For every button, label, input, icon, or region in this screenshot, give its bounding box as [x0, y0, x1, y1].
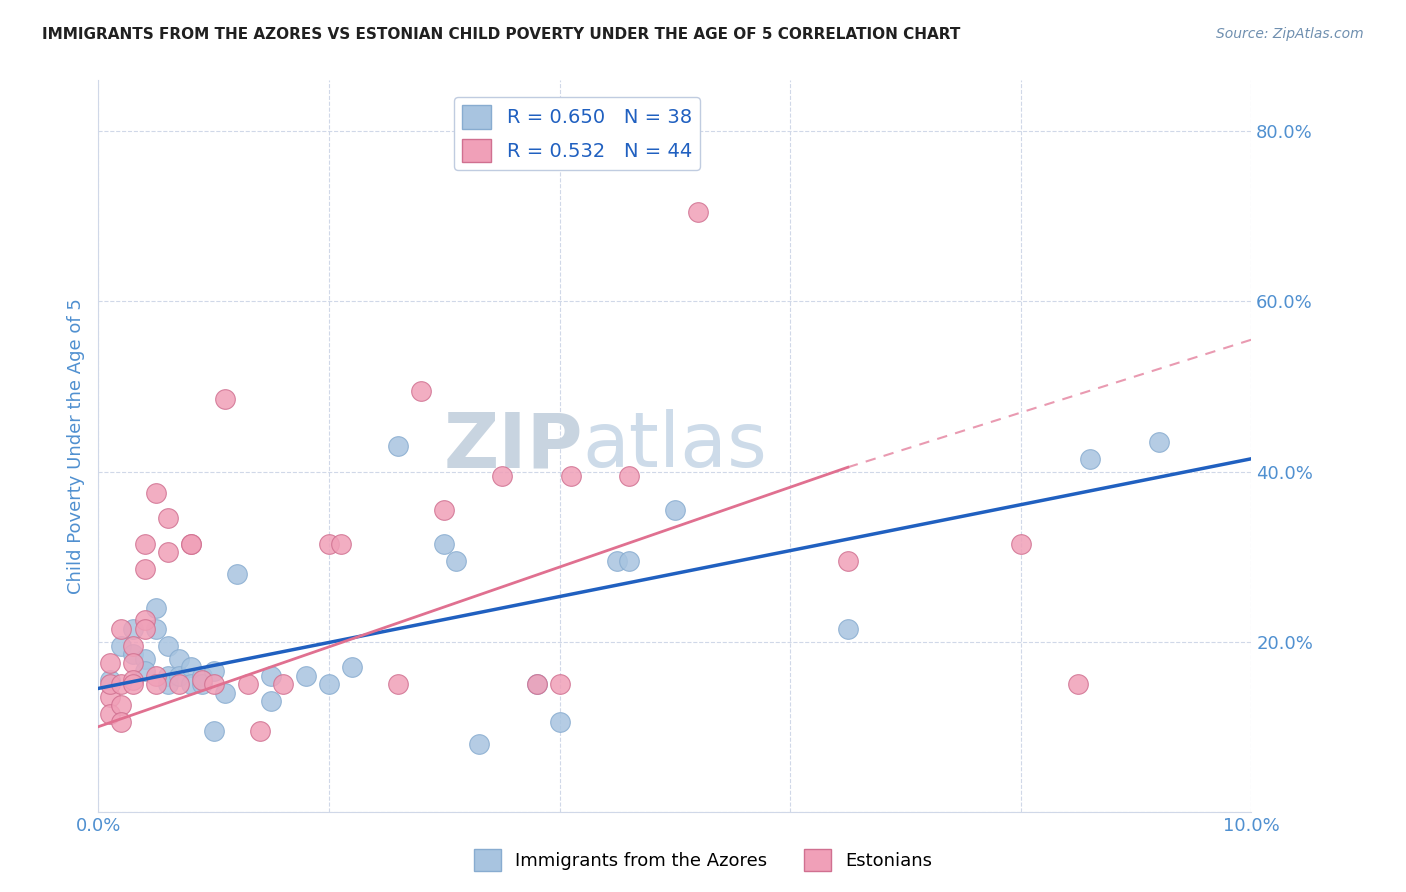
Point	[110, 639, 132, 653]
Point	[548, 677, 571, 691]
Point	[134, 622, 156, 636]
Point	[1010, 537, 1032, 551]
Point	[180, 660, 202, 674]
Point	[98, 677, 121, 691]
Point	[122, 648, 145, 662]
Point	[202, 677, 225, 691]
Point	[122, 677, 145, 691]
Point	[225, 566, 247, 581]
Point	[156, 668, 179, 682]
Text: ZIP: ZIP	[443, 409, 582, 483]
Point	[134, 665, 156, 679]
Point	[98, 673, 121, 687]
Point	[617, 468, 640, 483]
Point	[180, 537, 202, 551]
Point	[468, 737, 491, 751]
Point	[167, 651, 190, 665]
Point	[98, 706, 121, 721]
Point	[134, 562, 156, 576]
Point	[122, 639, 145, 653]
Point	[1078, 451, 1101, 466]
Point	[214, 686, 236, 700]
Point	[526, 677, 548, 691]
Point	[433, 503, 456, 517]
Text: Source: ZipAtlas.com: Source: ZipAtlas.com	[1216, 27, 1364, 41]
Point	[156, 677, 179, 691]
Point	[444, 554, 467, 568]
Point	[837, 622, 859, 636]
Point	[145, 485, 167, 500]
Point	[433, 537, 456, 551]
Point	[156, 511, 179, 525]
Point	[548, 715, 571, 730]
Point	[202, 665, 225, 679]
Legend: R = 0.650   N = 38, R = 0.532   N = 44: R = 0.650 N = 38, R = 0.532 N = 44	[454, 97, 700, 170]
Point	[156, 639, 179, 653]
Point	[560, 468, 582, 483]
Point	[387, 439, 409, 453]
Point	[526, 677, 548, 691]
Point	[686, 205, 709, 219]
Point	[238, 677, 260, 691]
Point	[617, 554, 640, 568]
Point	[202, 723, 225, 738]
Point	[318, 677, 340, 691]
Point	[167, 677, 190, 691]
Point	[411, 384, 433, 398]
Point	[122, 673, 145, 687]
Point	[98, 656, 121, 670]
Point	[180, 537, 202, 551]
Point	[134, 613, 156, 627]
Point	[491, 468, 513, 483]
Point	[145, 622, 167, 636]
Legend: Immigrants from the Azores, Estonians: Immigrants from the Azores, Estonians	[467, 842, 939, 879]
Point	[387, 677, 409, 691]
Point	[145, 600, 167, 615]
Point	[191, 668, 214, 682]
Point	[318, 537, 340, 551]
Point	[295, 668, 318, 682]
Point	[606, 554, 628, 568]
Point	[1067, 677, 1090, 691]
Point	[329, 537, 352, 551]
Point	[110, 622, 132, 636]
Point	[837, 554, 859, 568]
Point	[145, 677, 167, 691]
Y-axis label: Child Poverty Under the Age of 5: Child Poverty Under the Age of 5	[66, 298, 84, 594]
Point	[260, 694, 283, 708]
Text: IMMIGRANTS FROM THE AZORES VS ESTONIAN CHILD POVERTY UNDER THE AGE OF 5 CORRELAT: IMMIGRANTS FROM THE AZORES VS ESTONIAN C…	[42, 27, 960, 42]
Point	[191, 677, 214, 691]
Point	[260, 668, 283, 682]
Point	[340, 660, 363, 674]
Point	[122, 656, 145, 670]
Text: atlas: atlas	[582, 409, 768, 483]
Point	[167, 668, 190, 682]
Point	[271, 677, 294, 691]
Point	[249, 723, 271, 738]
Point	[110, 715, 132, 730]
Point	[664, 503, 686, 517]
Point	[214, 392, 236, 407]
Point	[180, 677, 202, 691]
Point	[98, 690, 121, 704]
Point	[156, 545, 179, 559]
Point	[122, 622, 145, 636]
Point	[134, 537, 156, 551]
Point	[110, 677, 132, 691]
Point	[110, 698, 132, 713]
Point	[1147, 434, 1170, 449]
Point	[191, 673, 214, 687]
Point	[134, 651, 156, 665]
Point	[145, 668, 167, 682]
